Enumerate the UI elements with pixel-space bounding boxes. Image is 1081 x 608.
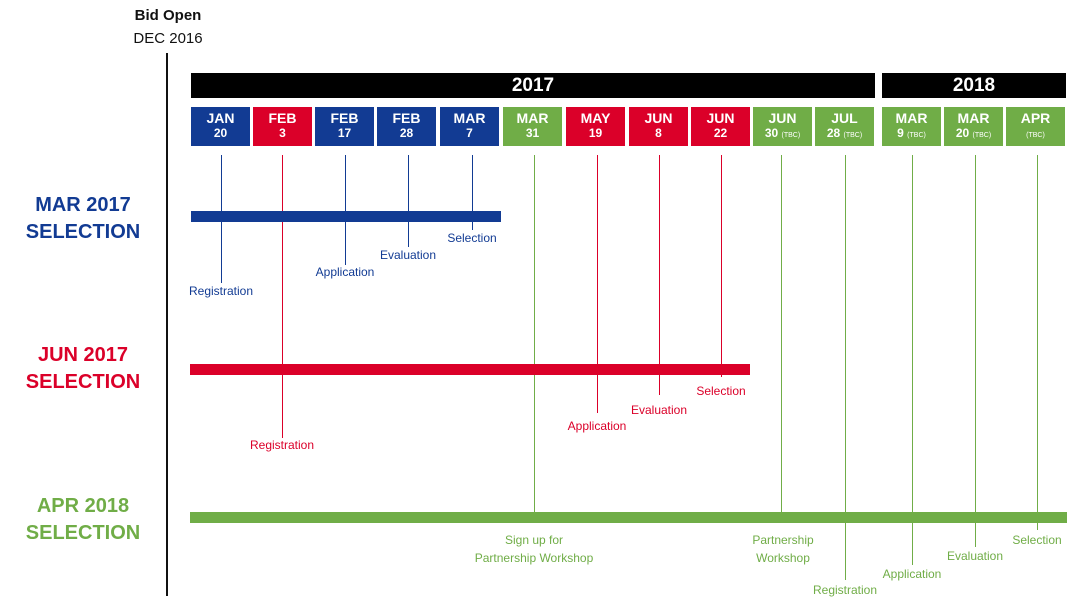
milestone-label-application-apr2018: Application — [882, 567, 942, 581]
row-label-line2: SELECTION — [25, 371, 141, 393]
date-day: 9 (TBC) — [897, 126, 926, 140]
row-label-line1: JUN 2017 — [37, 344, 129, 366]
milestone-line-evaluation-mar2017 — [408, 155, 409, 247]
date-box-feb-28: FEB 28 — [377, 107, 436, 146]
date-day: 30 (TBC) — [764, 126, 801, 140]
milestone-label-line: Workshop — [756, 551, 810, 565]
milestone-label-registration-mar2017: Registration — [188, 284, 254, 298]
date-day: 7 — [466, 126, 473, 140]
date-day: 17 — [337, 126, 352, 140]
row-label-line1: MAR 2017 — [35, 194, 131, 216]
date-box-mar-9: MAR 9 (TBC) — [882, 107, 941, 146]
milestone-line-signup-workshop — [534, 155, 535, 513]
date-month: JUN — [644, 110, 673, 126]
date-box-jun-30: JUN 30 (TBC) — [753, 107, 812, 146]
date-month: MAY — [580, 110, 611, 126]
date-day: 22 — [713, 126, 728, 140]
milestone-line-application-apr2018 — [912, 155, 913, 565]
date-month: JUN — [706, 110, 735, 126]
milestone-label-application-jun2017: Application — [567, 419, 627, 433]
milestone-label-partnership-workshop: Partnership Workshop — [752, 531, 813, 567]
date-day: 3 — [279, 126, 286, 140]
row-label-apr-2018: APR 2018 SELECTION — [0, 493, 166, 547]
date-day: 20 (TBC) — [955, 126, 992, 140]
date-month: FEB — [330, 110, 359, 126]
row-label-line2: SELECTION — [25, 522, 141, 544]
row-label-line2: SELECTION — [25, 221, 141, 243]
milestone-label-selection-jun2017: Selection — [696, 384, 746, 398]
date-box-jan-20: JAN 20 — [191, 107, 250, 146]
date-day: 31 — [525, 126, 540, 140]
bid-open-date: DEC 2016 — [133, 30, 203, 47]
milestone-label-signup-workshop: Sign up for Partnership Workshop — [475, 531, 594, 567]
milestone-label-evaluation-jun2017: Evaluation — [630, 403, 688, 417]
date-box-may-19: MAY 19 — [566, 107, 625, 146]
milestone-label-selection-apr2018: Selection — [1012, 533, 1062, 547]
date-box-jul-28: JUL 28 (TBC) — [815, 107, 874, 146]
date-box-mar-20: MAR 20 (TBC) — [944, 107, 1003, 146]
date-month: JUN — [768, 110, 797, 126]
milestone-label-line: Partnership Workshop — [474, 551, 594, 565]
row-label-mar-2017: MAR 2017 SELECTION — [0, 192, 166, 246]
track-apr-2018 — [190, 512, 1067, 523]
date-month: JAN — [206, 110, 235, 126]
milestone-label-application-mar2017: Application — [315, 265, 375, 279]
date-box-jun-22: JUN 22 — [691, 107, 750, 146]
date-day: 28 (TBC) — [826, 126, 863, 140]
bid-open-title: Bid Open — [134, 7, 202, 24]
start-axis-line — [166, 53, 168, 596]
date-day: 28 — [399, 126, 414, 140]
date-day: 8 — [655, 126, 662, 140]
milestone-label-selection-mar2017: Selection — [447, 231, 497, 245]
date-box-feb-17: FEB 17 — [315, 107, 374, 146]
date-month: MAR — [957, 110, 990, 126]
date-day: (TBC) — [1026, 132, 1045, 139]
row-label-jun-2017: JUN 2017 SELECTION — [0, 342, 166, 396]
date-month: MAR — [895, 110, 928, 126]
date-box-apr: APR (TBC) — [1006, 107, 1065, 146]
milestone-line-evaluation-apr2018 — [975, 155, 976, 547]
milestone-line-application-mar2017 — [345, 155, 346, 265]
date-month: JUL — [831, 110, 858, 126]
date-box-jun-8: JUN 8 — [629, 107, 688, 146]
date-box-mar-31: MAR 31 — [503, 107, 562, 146]
milestone-label-line: Partnership — [752, 533, 814, 547]
track-mar-2017 — [191, 211, 501, 222]
milestone-line-selection-apr2018 — [1037, 155, 1038, 530]
milestone-line-registration-jun2017 — [282, 155, 283, 438]
milestone-label-registration-jun2017: Registration — [249, 438, 315, 452]
milestone-line-partnership-workshop — [781, 155, 782, 513]
date-box-mar-7: MAR 7 — [440, 107, 499, 146]
date-month: MAR — [453, 110, 486, 126]
track-jun-2017 — [190, 364, 750, 375]
date-day: 20 — [213, 126, 228, 140]
milestone-line-evaluation-jun2017 — [659, 155, 660, 395]
milestone-line-registration-apr2018 — [845, 155, 846, 580]
milestone-line-selection-mar2017 — [472, 155, 473, 230]
year-bar-2017: 2017 — [191, 73, 875, 98]
milestone-label-line: Sign up for — [504, 533, 564, 547]
milestone-label-evaluation-apr2018: Evaluation — [946, 549, 1004, 563]
row-label-line1: APR 2018 — [36, 495, 130, 517]
date-day: 19 — [588, 126, 603, 140]
milestone-label-registration-apr2018: Registration — [812, 583, 878, 597]
milestone-line-application-jun2017 — [597, 155, 598, 413]
date-box-feb-3: FEB 3 — [253, 107, 312, 146]
milestone-line-selection-jun2017 — [721, 155, 722, 377]
date-month: APR — [1020, 110, 1051, 126]
year-bar-2018: 2018 — [882, 73, 1066, 98]
date-month: FEB — [268, 110, 297, 126]
date-month: FEB — [392, 110, 421, 126]
date-month: MAR — [516, 110, 549, 126]
milestone-label-evaluation-mar2017: Evaluation — [379, 248, 437, 262]
